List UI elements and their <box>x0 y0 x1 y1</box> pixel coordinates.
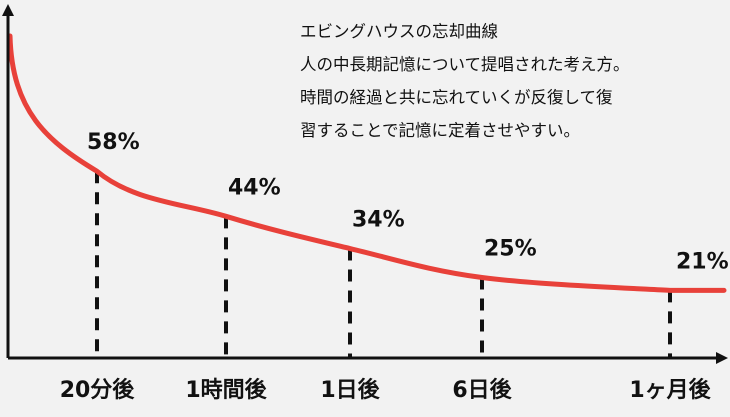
x-tick-label: 1時間後 <box>185 377 267 403</box>
description-line: 習することで記憶に定着させやすい。 <box>300 121 580 140</box>
description-line: 人の中長期記憶について提唱された考え方。 <box>300 55 630 74</box>
value-label: 34% <box>352 208 405 233</box>
description-line: エビングハウスの忘却曲線 <box>300 22 498 41</box>
x-tick-labels: 20分後 1時間後 1日後 6日後 1ヶ月後 <box>60 377 712 403</box>
value-label: 44% <box>228 175 281 200</box>
x-tick-label: 1日後 <box>320 377 380 403</box>
forgetting-curve-line <box>7 33 727 293</box>
x-tick-label: 1ヶ月後 <box>629 377 711 403</box>
value-label: 25% <box>484 237 537 262</box>
value-label: 58% <box>87 130 140 155</box>
value-labels: 58% 44% 34% 25% 21% <box>87 130 729 274</box>
x-tick-label: 6日後 <box>452 377 512 403</box>
description-line: 時間の経過と共に忘れていくが反復して復 <box>300 88 613 107</box>
x-tick-label: 20分後 <box>60 377 136 403</box>
drop-lines <box>95 171 672 358</box>
description-text-block: エビングハウスの忘却曲線人の中長期記憶について提唱された考え方。時間の経過と共に… <box>300 22 630 140</box>
value-label: 21% <box>676 249 729 274</box>
